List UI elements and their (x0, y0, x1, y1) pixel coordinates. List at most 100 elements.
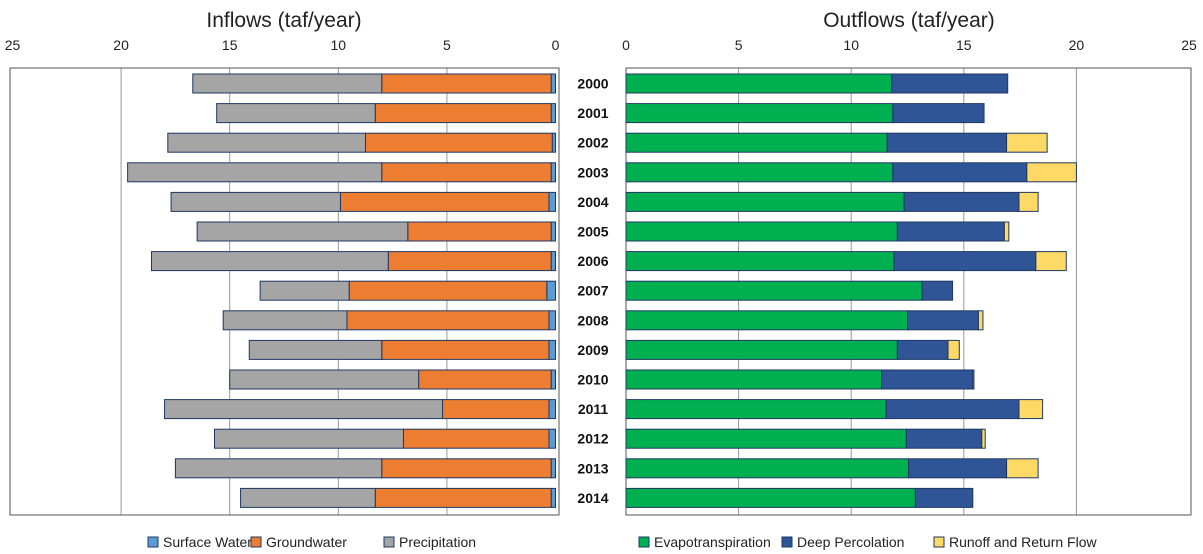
inflows-bar-groundwater (346, 310, 550, 331)
inflows-bar-surface-water (550, 369, 557, 390)
inflows-bar-surface-water (550, 103, 557, 124)
inflows-bar-surface-water (550, 162, 557, 183)
inflows-bar-precipitation (167, 132, 366, 153)
outflows-title: Outflows (taf/year) (823, 9, 995, 32)
year-label: 2004 (577, 194, 608, 210)
outflows-bar-deep-percolation (881, 369, 974, 390)
inflows-tick-label: 15 (222, 37, 238, 53)
outflows-bar-deep-percolation (908, 458, 1008, 479)
outflows-bar-evapotranspiration (625, 73, 893, 94)
outflows-bar-deep-percolation (903, 191, 1020, 212)
outflows-bar-deep-percolation (914, 487, 974, 508)
inflows-bar-surface-water (550, 487, 557, 508)
inflows-bar-precipitation (170, 191, 341, 212)
year-label: 2000 (577, 76, 608, 92)
inflows-bar-precipitation (196, 221, 409, 242)
legend-swatch (933, 536, 945, 548)
inflows-bar-precipitation (229, 369, 420, 390)
inflows-bar-groundwater (407, 221, 552, 242)
outflows-bar-evapotranspiration (625, 132, 888, 153)
inflows-bar-groundwater (387, 251, 552, 272)
inflows-bar-precipitation (151, 251, 389, 272)
legend-swatch (250, 536, 262, 548)
inflows-bar-surface-water (550, 221, 557, 242)
outflows-bar-deep-percolation (893, 251, 1037, 272)
outflows-bar-runoff-and-return-flow (1018, 191, 1039, 212)
year-label: 2002 (577, 135, 608, 151)
inflows-bar-precipitation (216, 103, 376, 124)
outflows-bar-runoff-and-return-flow (977, 310, 984, 331)
outflows-bar-deep-percolation (886, 132, 1008, 153)
outflows-tick-label: 10 (843, 37, 859, 53)
legend-label: Precipitation (399, 534, 476, 550)
outflows-tick-label: 25 (1181, 37, 1197, 53)
year-label: 2014 (577, 490, 608, 506)
inflows-title: Inflows (taf/year) (206, 9, 361, 32)
outflows-bar-evapotranspiration (625, 310, 908, 331)
legend-label: Deep Percolation (797, 534, 904, 550)
outflows-bar-runoff-and-return-flow (947, 339, 960, 360)
inflows-bar-precipitation (259, 280, 350, 301)
outflows-bar-evapotranspiration (625, 251, 895, 272)
outflows-bar-runoff-and-return-flow (1006, 132, 1048, 153)
inflows-bar-surface-water (548, 191, 557, 212)
inflows-bar-groundwater (374, 487, 552, 508)
outflows-bar-deep-percolation (892, 162, 1028, 183)
inflows-bar-precipitation (174, 458, 383, 479)
year-label: 2013 (577, 460, 608, 476)
year-label: 2009 (577, 342, 608, 358)
inflows-bar-precipitation (213, 428, 404, 449)
year-label: 2007 (577, 283, 608, 299)
legend-swatch (147, 536, 159, 548)
inflows-bar-precipitation (127, 162, 383, 183)
outflows-bar-runoff-and-return-flow (972, 369, 975, 390)
inflows-bar-groundwater (364, 132, 553, 153)
inflows-bar-precipitation (164, 399, 444, 420)
outflows-bars (625, 73, 1077, 508)
outflows-tick-label: 5 (735, 37, 743, 53)
inflows-bar-surface-water (550, 73, 557, 94)
outflows-bar-evapotranspiration (625, 280, 923, 301)
legend-swatch (383, 536, 395, 548)
year-label: 2003 (577, 164, 608, 180)
outflows-bar-evapotranspiration (625, 399, 887, 420)
inflows-bar-groundwater (381, 458, 552, 479)
year-label: 2001 (577, 105, 608, 121)
outflows-bar-evapotranspiration (625, 339, 898, 360)
legend-label: Evapotranspiration (654, 534, 771, 550)
legend-label: Surface Water (163, 534, 252, 550)
legend-label: Runoff and Return Flow (949, 534, 1097, 550)
outflows-chart: Outflows (taf/year) 0 5 10 15 20 25 (622, 9, 1197, 516)
outflows-bar-evapotranspiration (625, 191, 905, 212)
outflows-bar-evapotranspiration (625, 458, 910, 479)
inflows-bar-groundwater (442, 399, 550, 420)
outflows-bar-deep-percolation (907, 310, 979, 331)
inflows-bar-surface-water (550, 251, 557, 272)
inflows-legend: Surface Water Groundwater Precipitation (147, 534, 476, 550)
inflows-bar-groundwater (348, 280, 548, 301)
inflows-tick-label: 10 (331, 37, 347, 53)
outflows-legend: Evapotranspiration Deep Percolation Runoff… (638, 534, 1097, 550)
inflows-bar-groundwater (339, 191, 550, 212)
legend-swatch (781, 536, 793, 548)
outflows-bar-deep-percolation (921, 280, 954, 301)
outflows-x-ticks: 0 5 10 15 20 25 (622, 37, 1197, 53)
outflows-bar-evapotranspiration (625, 221, 898, 242)
inflows-bar-surface-water (548, 310, 557, 331)
inflows-chart: Inflows (taf/year) 25 20 15 10 5 0 (5, 9, 560, 516)
outflows-bar-evapotranspiration (625, 162, 894, 183)
outflows-bar-runoff-and-return-flow (1018, 399, 1044, 420)
year-label: 2012 (577, 431, 608, 447)
outflows-bar-deep-percolation (885, 399, 1020, 420)
outflows-bar-runoff-and-return-flow (1035, 251, 1067, 272)
legend-swatch (638, 536, 650, 548)
outflows-bar-runoff-and-return-flow (1003, 221, 1010, 242)
year-labels: 2000 2001 2002 2003 2004 2005 2006 2007 2008 2009… (577, 76, 608, 506)
outflows-tick-label: 0 (622, 37, 630, 53)
outflows-bar-runoff-and-return-flow (1026, 162, 1077, 183)
outflows-tick-label: 15 (956, 37, 972, 53)
inflows-plot-frame (9, 67, 560, 516)
outflows-bar-runoff-and-return-flow (1006, 458, 1039, 479)
inflows-bar-groundwater (418, 369, 552, 390)
inflows-tick-label: 20 (113, 37, 129, 53)
